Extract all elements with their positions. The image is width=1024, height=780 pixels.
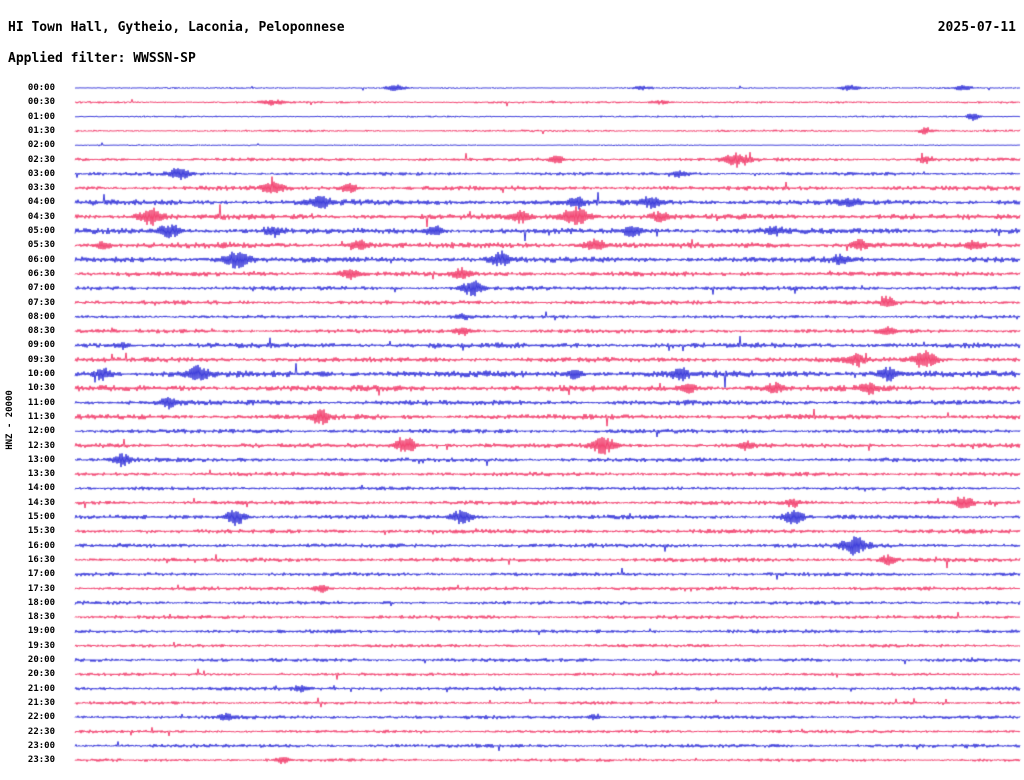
trace-time-label: 22:30 xyxy=(27,726,55,737)
trace-time-label: 19:30 xyxy=(27,640,55,651)
trace-time-label: 09:00 xyxy=(27,340,55,351)
trace-time-label: 08:00 xyxy=(27,311,55,322)
trace-time-label: 15:00 xyxy=(27,512,55,522)
trace-time-label: 19:00 xyxy=(27,626,55,637)
trace-time-label: 13:00 xyxy=(27,454,55,465)
trace-time-label: 00:00 xyxy=(27,83,55,93)
trace-time-label: 20:30 xyxy=(27,669,55,680)
trace-time-label: 07:00 xyxy=(27,283,55,294)
trace-time-label: 11:00 xyxy=(27,397,55,408)
trace-time-label: 02:30 xyxy=(27,154,55,165)
trace-time-label: 08:30 xyxy=(27,326,55,337)
trace-time-label: 18:30 xyxy=(27,612,55,623)
trace-time-label: 05:30 xyxy=(27,240,55,251)
trace-time-label: 23:30 xyxy=(27,755,55,766)
trace-time-label: 10:30 xyxy=(27,383,55,394)
trace-time-label: 15:30 xyxy=(27,526,55,537)
trace-time-label: 13:30 xyxy=(27,469,55,480)
trace-time-label: 16:30 xyxy=(27,554,55,565)
trace-time-label: 17:30 xyxy=(27,583,55,594)
trace-time-label: 07:30 xyxy=(27,297,55,308)
trace-time-label: 06:30 xyxy=(27,268,55,279)
trace-time-label: 09:30 xyxy=(27,354,55,365)
trace-time-label: 22:00 xyxy=(27,712,55,723)
trace-time-label: 14:00 xyxy=(27,483,55,494)
trace-time-label: 05:00 xyxy=(27,226,55,236)
trace-time-label: 01:30 xyxy=(27,125,55,136)
trace-time-label: 10:00 xyxy=(27,369,55,379)
trace-time-label: 01:00 xyxy=(27,111,55,122)
trace-time-label: 23:00 xyxy=(27,740,55,751)
trace-time-label: 20:00 xyxy=(27,655,55,665)
trace-time-label: 00:30 xyxy=(27,97,55,108)
trace-time-label: 17:00 xyxy=(27,569,55,580)
trace-time-label: 12:30 xyxy=(27,440,55,451)
trace-time-label: 16:00 xyxy=(27,540,55,551)
trace-time-label: 03:30 xyxy=(27,183,55,194)
trace-time-label: 04:00 xyxy=(27,197,55,208)
trace-time-label: 03:00 xyxy=(27,168,55,179)
trace-time-label: 21:30 xyxy=(27,697,55,708)
trace-time-label: 21:00 xyxy=(27,683,55,694)
trace-time-label: 06:00 xyxy=(27,254,55,265)
trace-time-label: 14:30 xyxy=(27,497,55,508)
trace-time-label: 12:00 xyxy=(27,426,55,437)
trace-time-label: 02:00 xyxy=(27,140,55,151)
trace-time-label: 04:30 xyxy=(27,211,55,222)
trace-time-label: 18:00 xyxy=(27,597,55,608)
trace-time-label: 11:30 xyxy=(27,411,55,422)
